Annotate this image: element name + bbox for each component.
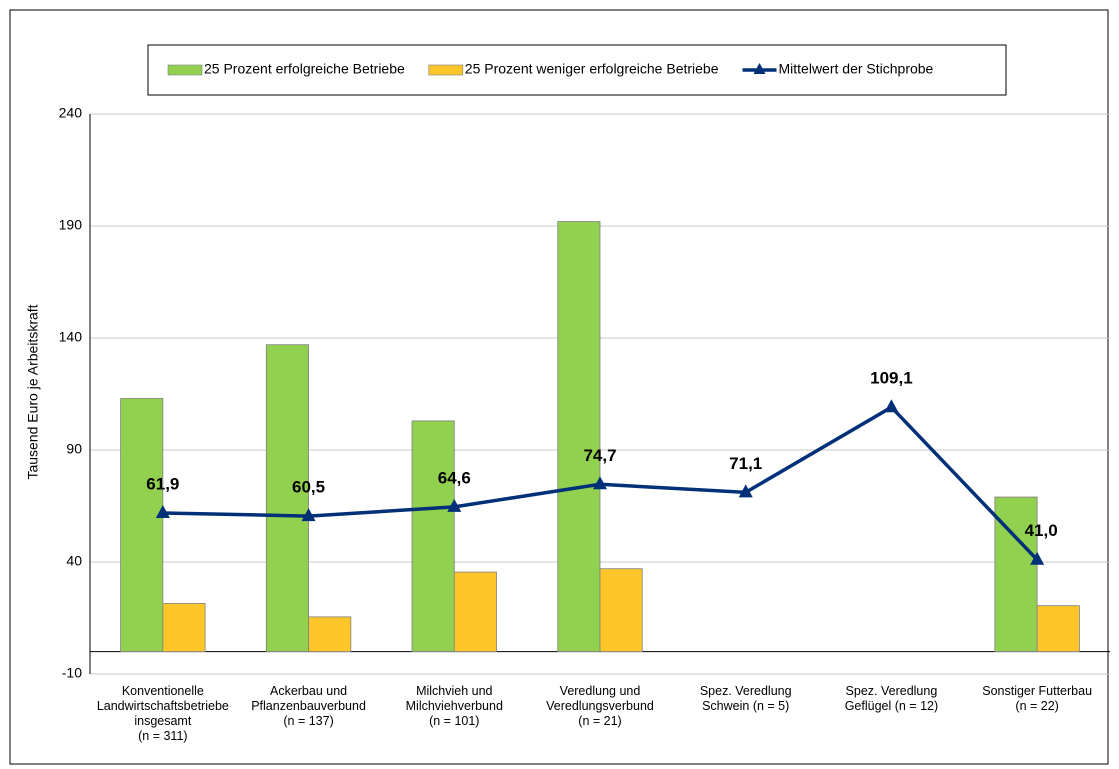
bar bbox=[1036, 605, 1080, 652]
marker bbox=[884, 399, 899, 413]
y-tick-label: 140 bbox=[59, 329, 83, 345]
data-label: 41,0 bbox=[1025, 521, 1058, 540]
bar bbox=[557, 221, 601, 652]
data-label: 109,1 bbox=[870, 369, 913, 388]
x-tick-label: Konventionelle Landwirtschaftsbetriebe i… bbox=[96, 684, 229, 743]
y-tick-label: 90 bbox=[66, 441, 82, 457]
x-tick-label: Sonstiger Futterbau (n = 22) bbox=[982, 684, 1093, 713]
bar bbox=[308, 616, 352, 653]
data-label: 71,1 bbox=[729, 454, 762, 473]
legend-box bbox=[147, 44, 1007, 96]
legend-label: Mittelwert der Stichprobe bbox=[779, 61, 934, 77]
bar bbox=[162, 603, 206, 653]
marker bbox=[593, 476, 607, 490]
data-label: 60,5 bbox=[292, 478, 325, 497]
bar bbox=[599, 568, 643, 652]
x-tick-label: Veredlung und Veredlungsverbund (n = 21) bbox=[546, 684, 654, 728]
x-tick-label: Milchvieh und Milchviehverbund (n = 101) bbox=[405, 684, 503, 728]
bar bbox=[411, 420, 455, 653]
marker bbox=[738, 484, 753, 498]
bar bbox=[265, 344, 309, 653]
legend-swatch bbox=[428, 64, 464, 76]
chart-frame bbox=[9, 9, 1109, 765]
bar bbox=[120, 398, 164, 653]
legend-label: 25 Prozent weniger erfolgreiche Betriebe bbox=[465, 61, 719, 77]
marker bbox=[155, 504, 170, 518]
data-label: 74,7 bbox=[583, 446, 616, 465]
legend-swatch bbox=[167, 64, 203, 76]
x-tick-label: Ackerbau und Pflanzenbauverbund (n = 137… bbox=[251, 684, 366, 728]
marker bbox=[447, 498, 462, 512]
y-tick-label: 190 bbox=[59, 217, 83, 233]
legend-marker bbox=[753, 63, 766, 74]
marker bbox=[1030, 551, 1045, 565]
data-label: 61,9 bbox=[146, 474, 179, 493]
marker bbox=[301, 508, 316, 522]
x-tick-label: Spez. Veredlung Geflügel (n = 12) bbox=[844, 684, 939, 713]
y-tick-label: -10 bbox=[62, 665, 82, 681]
x-tick-label: Spez. Veredlung Schwein (n = 5) bbox=[699, 684, 792, 713]
data-label: 64,6 bbox=[438, 468, 471, 487]
legend-label: 25 Prozent erfolgreiche Betriebe bbox=[204, 61, 405, 77]
y-tick-label: 240 bbox=[59, 105, 83, 121]
bar bbox=[453, 571, 497, 653]
y-axis-label: Tausend Euro je Arbeitskraft bbox=[25, 304, 41, 479]
y-tick-label: 40 bbox=[66, 553, 82, 569]
